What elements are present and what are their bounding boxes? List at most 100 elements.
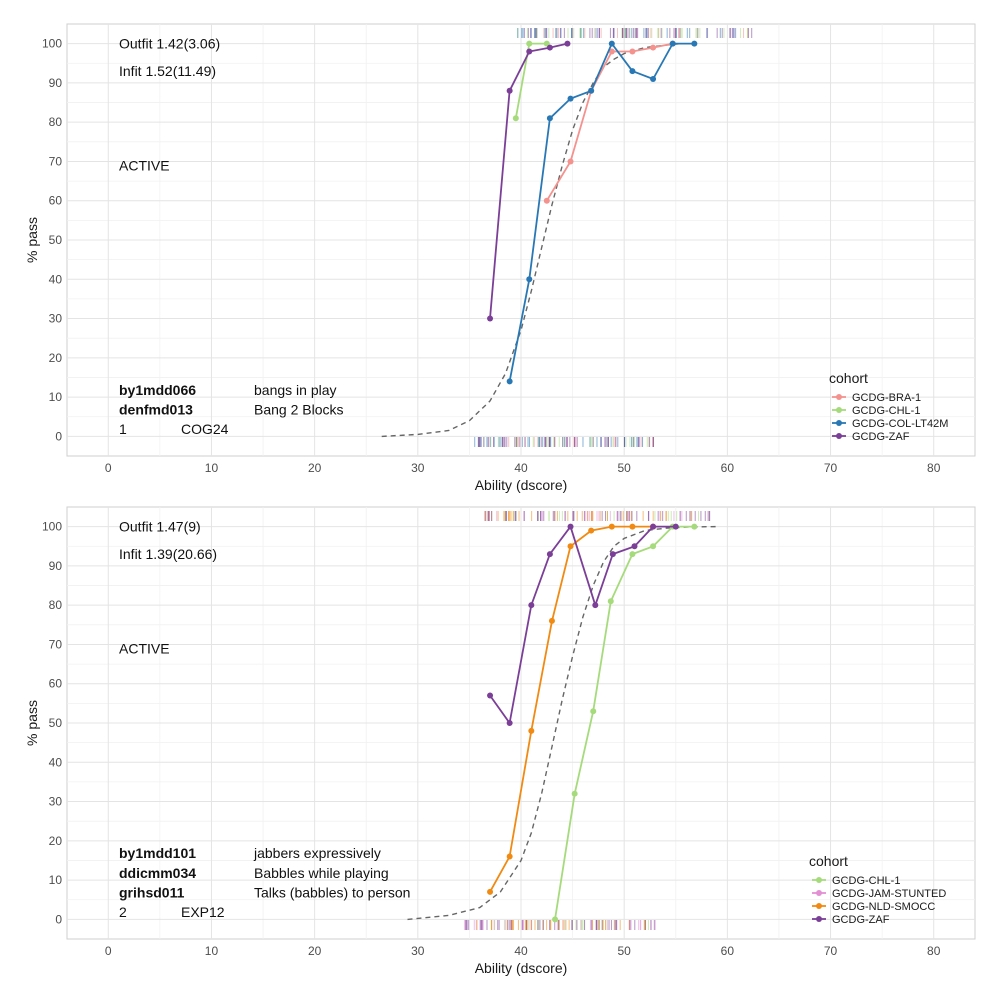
legend-title: cohort [809, 853, 848, 869]
data-point [588, 527, 595, 534]
x-tick-label: 40 [514, 944, 528, 958]
y-tick-label: 40 [49, 755, 63, 769]
x-tick-label: 50 [618, 944, 632, 958]
data-point [672, 523, 679, 530]
y-tick-label: 10 [49, 390, 63, 404]
legend-title: cohort [829, 370, 868, 386]
legend-label: GCDG-COL-LT42M [852, 418, 948, 430]
data-point [487, 692, 494, 699]
data-point [650, 44, 657, 51]
data-point [552, 916, 559, 923]
x-axis-title: Ability (dscore) [475, 960, 568, 976]
data-point [512, 115, 519, 122]
data-point [487, 315, 494, 322]
y-tick-label: 90 [49, 76, 63, 90]
item-label: Bang 2 Blocks [254, 401, 344, 417]
y-tick-label: 50 [49, 716, 63, 730]
x-axis-title: Ability (dscore) [475, 477, 568, 493]
chart-panel-2: 0 10 20 30 40 50 60 70 80 0 10 20 30 40 50 60 70 80 90 100 A… [24, 506, 976, 976]
data-point [567, 95, 574, 102]
data-point [543, 197, 550, 204]
legend-label: GCDG-ZAF [832, 914, 890, 926]
item-code: grihsd011 [119, 884, 185, 900]
item-label: Babbles while playing [254, 865, 389, 881]
legend-swatch-dot [816, 877, 822, 883]
data-point [506, 853, 513, 860]
status-text: ACTIVE [119, 157, 170, 173]
legend-swatch-dot [836, 394, 842, 400]
x-tick-label: 60 [721, 944, 735, 958]
x-tick-label: 40 [514, 461, 528, 475]
x-tick-label: 30 [411, 461, 425, 475]
data-point [567, 158, 574, 165]
y-axis-title: % pass [24, 700, 40, 746]
y-tick-label: 50 [49, 233, 63, 247]
data-point [506, 378, 513, 385]
legend-item: GCDG-COL-LT42M [832, 418, 948, 430]
series-gcdg-zaf [487, 40, 571, 322]
reference-curve [407, 525, 718, 921]
data-point [526, 48, 533, 55]
data-point [564, 40, 571, 47]
x-tick-label: 60 [721, 461, 735, 475]
series-gcdg-chl-1 [512, 40, 550, 122]
data-point [546, 44, 553, 51]
data-point [608, 40, 615, 47]
x-tick-label: 0 [105, 944, 112, 958]
data-point [588, 87, 595, 94]
legend-item: GCDG-CHL-1 [832, 405, 920, 417]
y-tick-label: 10 [49, 873, 63, 887]
data-point [650, 543, 657, 550]
outfit-text: Outfit 1.47(9) [119, 519, 201, 535]
x-tick-label: 30 [411, 944, 425, 958]
data-point [571, 790, 578, 797]
series-gcdg-zaf [487, 523, 679, 726]
legend-item: GCDG-ZAF [812, 914, 890, 926]
infit-text: Infit 1.39(20.66) [119, 546, 217, 562]
legend-swatch-dot [836, 433, 842, 439]
x-tick-label: 80 [927, 944, 941, 958]
infit-text: Infit 1.52(11.49) [119, 63, 216, 79]
chart-panel-1: 0 10 20 30 40 50 60 70 80 0 10 20 30 40 50 60 70 80 90 100 A… [24, 23, 976, 493]
y-tick-label: 80 [49, 598, 63, 612]
data-point [608, 523, 615, 530]
x-tick-label: 10 [205, 944, 219, 958]
x-tick-label: 20 [308, 461, 322, 475]
data-point [567, 523, 574, 530]
legend-swatch-dot [836, 420, 842, 426]
data-point [506, 720, 513, 726]
y-tick-label: 100 [42, 520, 62, 534]
data-point [506, 87, 513, 94]
data-point [691, 523, 698, 530]
data-point [487, 888, 494, 895]
legend-label: GCDG-ZAF [852, 431, 910, 443]
y-tick-label: 40 [49, 272, 63, 286]
x-tick-label: 50 [618, 461, 632, 475]
series-line [489, 524, 676, 726]
data-point [590, 708, 597, 715]
data-point [608, 48, 615, 55]
y-axis-title: % pass [24, 217, 40, 263]
y-tick-label: 30 [49, 795, 63, 809]
y-tick-label: 0 [55, 912, 62, 926]
y-tick-label: 30 [49, 312, 63, 326]
legend-item: GCDG-CHL-1 [812, 875, 900, 887]
legend-item: GCDG-NLD-SMOCC [812, 901, 935, 913]
data-point [609, 551, 616, 558]
data-point [691, 40, 698, 47]
data-point [592, 602, 599, 609]
status-text: ACTIVE [119, 640, 170, 656]
series-line [554, 525, 695, 920]
y-tick-label: 20 [49, 351, 63, 365]
y-tick-label: 60 [49, 194, 63, 208]
item-label: jabbers expressively [253, 845, 381, 861]
series-gcdg-chl-1 [552, 523, 698, 923]
item-code: by1mdd101 [119, 845, 196, 861]
legend-swatch-dot [816, 903, 822, 909]
legend-item: GCDG-ZAF [832, 431, 910, 443]
data-point [526, 40, 533, 47]
panel-tag: EXP12 [181, 904, 225, 920]
panel-tag: COG24 [181, 421, 229, 437]
x-tick-label: 0 [105, 461, 112, 475]
legend-item: GCDG-BRA-1 [832, 392, 921, 404]
